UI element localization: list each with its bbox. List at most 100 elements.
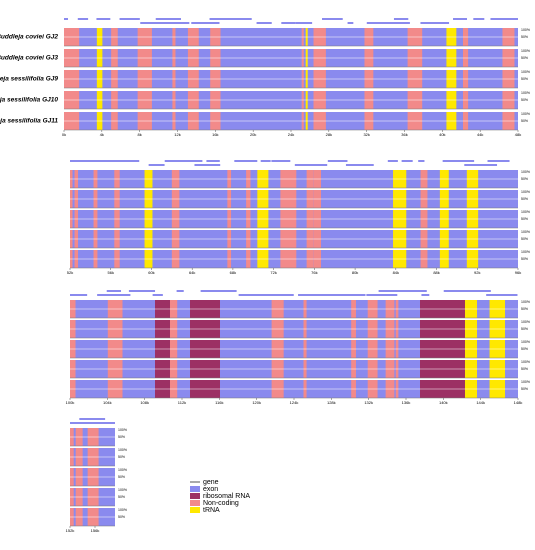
track-top-label: 100%	[118, 508, 127, 512]
x-tick-label: 48k	[515, 132, 521, 137]
track-sep	[64, 46, 518, 49]
legend-label: gene	[203, 479, 219, 486]
gene-arrow	[495, 294, 518, 296]
x-tick-label: 100k	[66, 400, 75, 405]
x-tick-label: 152k	[66, 528, 75, 533]
track-bottom-label: 50%	[521, 217, 528, 221]
x-tick-label: 24k	[288, 132, 294, 137]
x-tick-label: 56k	[108, 270, 114, 275]
gene-arrow	[272, 294, 294, 296]
x-tick-label: 136k	[402, 400, 411, 405]
track-bottom-label: 50%	[521, 197, 528, 201]
gene-arrow	[191, 22, 220, 24]
x-tick-label: 60k	[148, 270, 154, 275]
track-top-label: 100%	[521, 250, 530, 254]
x-tick-label: 124k	[290, 400, 299, 405]
gene-arrow	[219, 290, 237, 292]
track-sep	[70, 446, 115, 448]
x-tick-label: 120k	[252, 400, 261, 405]
track-bottom-label: 50%	[118, 475, 125, 479]
gene-arrow	[298, 294, 327, 296]
x-tick-label: 80k	[352, 270, 358, 275]
track-top-label: 100%	[521, 28, 530, 32]
gene-arrow	[70, 422, 99, 424]
gene-arrow	[366, 22, 387, 24]
x-tick-label: 40k	[439, 132, 445, 137]
track-bottom-label: 50%	[521, 35, 528, 39]
x-tick-label: 64k	[189, 270, 195, 275]
track-top-label: 100%	[521, 190, 530, 194]
x-tick-label: 88k	[433, 270, 439, 275]
x-tick-label: 12k	[174, 132, 180, 137]
x-tick-label: 156k	[91, 528, 100, 533]
track-bottom-label: 50%	[521, 77, 528, 81]
gene-arrow	[511, 18, 518, 20]
x-tick-label: 76k	[311, 270, 317, 275]
track-top-label: 100%	[521, 49, 530, 53]
track-top-label: 100%	[521, 91, 530, 95]
legend-label: ribosomal RNA	[203, 493, 250, 500]
gene-arrow	[420, 22, 440, 24]
gene-arrow	[295, 22, 313, 24]
gene-arrow	[97, 294, 131, 296]
gene-arrow	[77, 18, 89, 20]
gene-arrow	[378, 22, 410, 24]
gene-arrow	[194, 164, 221, 166]
gene-arrow	[238, 294, 269, 296]
x-tick-label: 96k	[515, 270, 521, 275]
gene-arrow	[96, 18, 111, 20]
gene-arrow	[230, 18, 252, 20]
gene-arrow	[200, 290, 224, 292]
x-tick-label: 148k	[514, 400, 523, 405]
gene-arrow	[70, 294, 88, 296]
x-tick-label: 92k	[474, 270, 480, 275]
gene-arrow	[260, 160, 271, 162]
gene-arrow	[64, 18, 69, 20]
x-tick-label: 32k	[363, 132, 369, 137]
sample-label: Buddleja sessilifolia GJ10	[0, 97, 58, 104]
gene-arrow	[256, 22, 272, 24]
gene-arrow	[306, 164, 324, 166]
gene-arrow	[442, 160, 475, 162]
track-sep	[70, 506, 115, 508]
track-sep	[64, 109, 518, 112]
track-sep	[70, 486, 115, 488]
gene-arrow	[490, 18, 518, 20]
gene-arrow	[487, 160, 510, 162]
track-top-label: 100%	[521, 320, 530, 324]
gene-arrow	[453, 18, 468, 20]
x-tick-label: 128k	[327, 400, 336, 405]
x-tick-label: 112k	[178, 400, 186, 405]
gene-arrow	[106, 160, 140, 162]
track-bottom-label: 50%	[118, 435, 125, 439]
gene-arrow	[152, 294, 163, 296]
gene-arrow	[322, 18, 343, 20]
legend-label: Non-coding	[203, 500, 239, 507]
gene-arrow	[368, 164, 374, 166]
gene-arrow	[122, 160, 135, 162]
track-top-label: 100%	[521, 210, 530, 214]
track-bottom-label: 50%	[118, 495, 125, 499]
track-top-label: 100%	[521, 230, 530, 234]
track-sep	[70, 358, 518, 360]
track-top-label: 100%	[118, 448, 127, 452]
track-sep	[64, 88, 518, 91]
gene-arrow	[345, 164, 373, 166]
track-top-label: 100%	[521, 170, 530, 174]
x-tick-label: 28k	[326, 132, 332, 137]
track-top-label: 100%	[521, 360, 530, 364]
legend-swatch	[190, 500, 200, 506]
track-bottom-label: 50%	[521, 387, 528, 391]
gene-arrow	[209, 18, 242, 20]
x-tick-label: 68k	[230, 270, 236, 275]
track-sep	[70, 228, 518, 230]
x-tick-label: 84k	[393, 270, 399, 275]
legend-swatch	[190, 486, 200, 492]
legend-label: exon	[203, 486, 218, 493]
gene-arrow	[347, 22, 354, 24]
track-bottom-label: 50%	[521, 347, 528, 351]
gene-arrow	[176, 290, 184, 292]
track-sep	[70, 248, 518, 250]
gene-arrow	[366, 294, 398, 296]
gene-arrow	[179, 160, 203, 162]
